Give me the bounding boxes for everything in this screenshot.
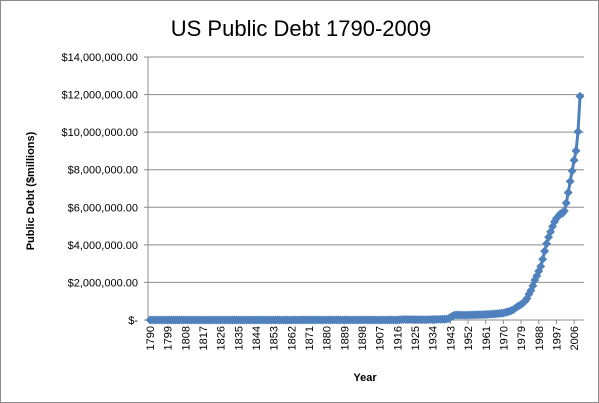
y-tick-label: $12,000,000.00 (62, 90, 138, 102)
data-point (565, 176, 575, 186)
gridlines (148, 56, 584, 283)
x-tick-label: 1979 (516, 326, 528, 350)
data-point (559, 206, 569, 216)
x-tick-labels: 1790 1799 1808 1817 1826 1835 1844 1853 1862 1871… (145, 326, 581, 350)
data-point (567, 166, 577, 176)
y-tick-label: $2,000,000.00 (68, 277, 138, 289)
data-point (573, 127, 583, 137)
data-point (536, 261, 546, 271)
data-markers (145, 91, 585, 325)
x-tick-label: 1952 (463, 326, 475, 350)
data-point (540, 246, 550, 256)
series-line (150, 96, 582, 322)
y-tick-labels: $- $2,000,000.00 $4,000,000.00 $6,000,000.0… (62, 52, 139, 327)
data-point (569, 155, 579, 165)
chart-title: US Public Debt 1790-2009 (171, 16, 432, 41)
data-point (571, 146, 581, 156)
data-point (538, 254, 548, 264)
x-tick-label: 1943 (445, 326, 457, 350)
x-tick-label: 1808 (180, 326, 192, 350)
x-tick-label: 1799 (163, 326, 175, 350)
x-tick-label: 1889 (339, 326, 351, 350)
x-tick-label: 1880 (322, 326, 334, 350)
x-tick-label: 1862 (286, 326, 298, 350)
x-tick-label: 1961 (481, 326, 493, 350)
x-tick-label: 1790 (145, 326, 157, 350)
y-tick-label: $4,000,000.00 (68, 240, 138, 252)
x-tick-label: 1988 (534, 326, 546, 350)
axes (144, 56, 584, 324)
x-tick-label: 1898 (357, 326, 369, 350)
data-series (150, 96, 582, 322)
x-tick-label: 1970 (498, 326, 510, 350)
y-tick-label: $14,000,000.00 (62, 52, 138, 64)
x-tick-label: 1934 (428, 326, 440, 350)
x-tick-label: 1907 (375, 326, 387, 350)
y-tick-label: $8,000,000.00 (68, 165, 138, 177)
y-tick-label: $10,000,000.00 (62, 127, 138, 139)
x-tick-label: 1925 (410, 326, 422, 350)
data-point (563, 188, 573, 198)
y-tick-label: $- (128, 315, 138, 327)
x-tick-label: 1853 (269, 326, 281, 350)
data-point (561, 198, 571, 208)
x-tick-label: 1916 (392, 326, 404, 350)
data-point (575, 91, 585, 101)
x-tick-label: 1817 (198, 326, 210, 350)
x-tick-label: 1997 (551, 326, 563, 350)
x-tick-label: 1835 (233, 326, 245, 350)
y-tick-label: $6,000,000.00 (68, 202, 138, 214)
y-axis-title: Public Debt ($millions) (25, 131, 37, 250)
x-axis-title: Year (353, 372, 377, 384)
x-tick-label: 1844 (251, 326, 263, 350)
data-point (542, 239, 552, 249)
x-tick-label: 1871 (304, 326, 316, 350)
x-tick-label: 1826 (216, 326, 228, 350)
x-tick-label: 2006 (569, 326, 581, 350)
